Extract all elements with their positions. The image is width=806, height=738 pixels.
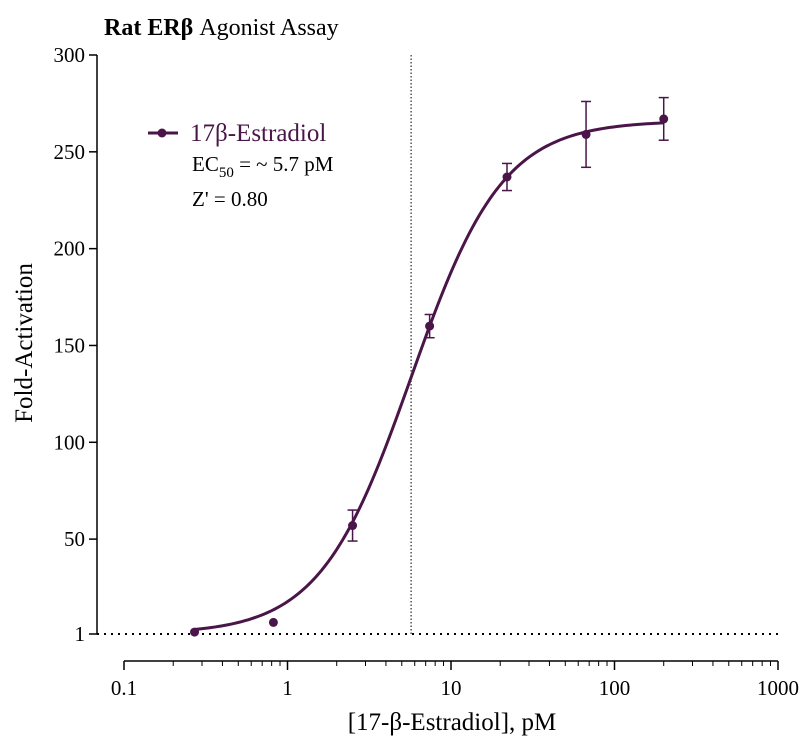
plot-area	[190, 96, 669, 637]
data-point	[659, 114, 669, 124]
y-tick-label: 300	[54, 43, 86, 67]
ec50-suffix: = ~ 5.7 pM	[234, 152, 334, 176]
x-axis: 0.1 1 10 100 1000	[111, 660, 799, 700]
x-tick-label: 0.1	[111, 676, 137, 700]
data-point	[348, 521, 358, 531]
y-tick-label: 150	[54, 333, 86, 357]
y-tick-label: 50	[64, 527, 85, 551]
ec50-subscript: 50	[219, 165, 234, 181]
chart-title-rest: Agonist Assay	[193, 15, 338, 41]
z-prime-annotation: Z' = 0.80	[192, 187, 268, 211]
x-tick-label: 1000	[757, 676, 799, 700]
y-tick-label: 250	[54, 140, 86, 164]
data-point	[425, 321, 435, 331]
x-tick-label: 1	[282, 676, 293, 700]
reference-lines	[97, 55, 778, 635]
legend: 17β-Estradiol EC50 = ~ 5.7 pM Z' = 0.80	[148, 120, 334, 211]
ec50-annotation: EC50 = ~ 5.7 pM	[192, 152, 334, 181]
legend-marker	[157, 128, 167, 138]
y-axis-label: Fold-Activation	[11, 263, 38, 423]
x-tick-label: 100	[599, 676, 631, 700]
data-point	[190, 627, 200, 637]
data-point	[268, 617, 278, 627]
legend-series-label: 17β-Estradiol	[190, 120, 326, 147]
ec50-prefix: EC	[192, 152, 219, 176]
x-tick-label: 10	[441, 676, 462, 700]
chart-title-bold: Rat ERβ	[104, 15, 193, 41]
data-point	[581, 129, 591, 139]
x-axis-label: [17-β-Estradiol], pM	[348, 709, 557, 736]
y-tick-label: 200	[54, 237, 86, 261]
y-tick-label: 1	[75, 622, 86, 646]
chart-title: Rat ERβ Agonist Assay	[104, 15, 339, 41]
data-point	[502, 172, 512, 182]
y-tick-label: 100	[54, 430, 86, 454]
